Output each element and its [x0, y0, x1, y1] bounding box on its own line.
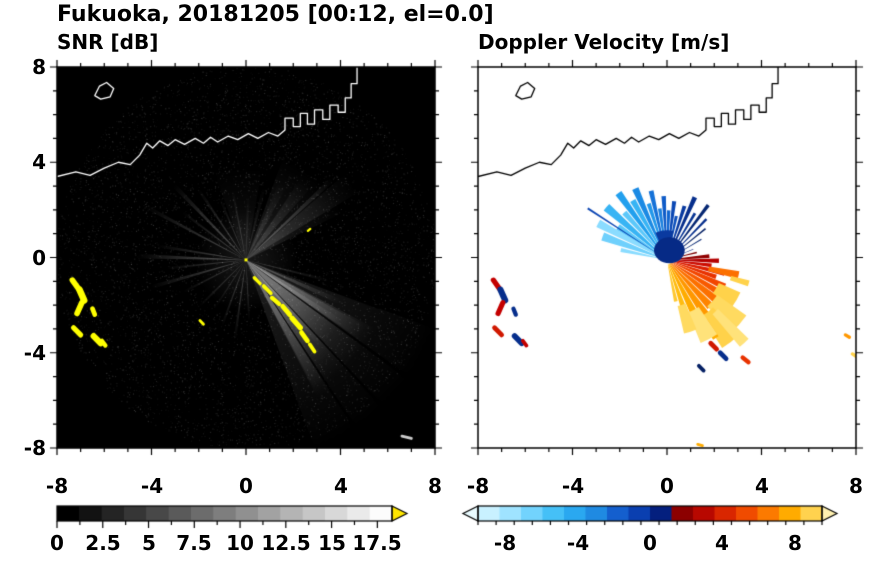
- vel-cbar-label: 8: [788, 531, 802, 555]
- snr-cbar-label: 12.5: [261, 531, 311, 555]
- snr-ppi-plot: [47, 57, 445, 458]
- vel-xtick-label: -4: [561, 474, 585, 498]
- snr-panel-title: SNR [dB]: [57, 30, 159, 54]
- snr-cbar-label: 2.5: [85, 531, 121, 555]
- snr-cbar-label: 7.5: [176, 531, 212, 555]
- snr-ytick-label: -4: [23, 341, 46, 365]
- vel-xtick-label: 4: [755, 474, 769, 498]
- vel-cbar-label: 0: [643, 531, 657, 555]
- vel-cbar-label: -8: [493, 531, 517, 555]
- snr-cbar-label: 0: [50, 531, 64, 555]
- velocity-colorbar: [455, 500, 855, 532]
- snr-ytick-label: 8: [32, 55, 46, 79]
- snr-xtick-label: 8: [428, 474, 442, 498]
- vel-xtick-label: 0: [660, 474, 674, 498]
- snr-xtick-label: 4: [334, 474, 348, 498]
- figure-title: Fukuoka, 20181205 [00:12, el=0.0]: [57, 2, 494, 27]
- snr-cbar-label: 10: [226, 531, 254, 555]
- snr-ytick-label: 4: [32, 150, 46, 174]
- snr-xtick-label: 0: [239, 474, 253, 498]
- snr-xtick-label: -4: [140, 474, 164, 498]
- velocity-ppi-plot: [468, 57, 866, 458]
- snr-xtick-label: -8: [45, 474, 69, 498]
- snr-ytick-label: -8: [23, 436, 46, 460]
- vel-cbar-label: -4: [566, 531, 590, 555]
- snr-ytick-label: 0: [32, 246, 46, 270]
- snr-cbar-label: 5: [142, 531, 156, 555]
- snr-colorbar: [50, 500, 418, 532]
- vel-xtick-label: -8: [466, 474, 490, 498]
- snr-cbar-label: 17.5: [352, 531, 402, 555]
- vel-cbar-label: 4: [715, 531, 729, 555]
- velocity-panel-title: Doppler Velocity [m/s]: [478, 30, 730, 54]
- snr-cbar-label: 15: [318, 531, 346, 555]
- vel-xtick-label: 8: [849, 474, 863, 498]
